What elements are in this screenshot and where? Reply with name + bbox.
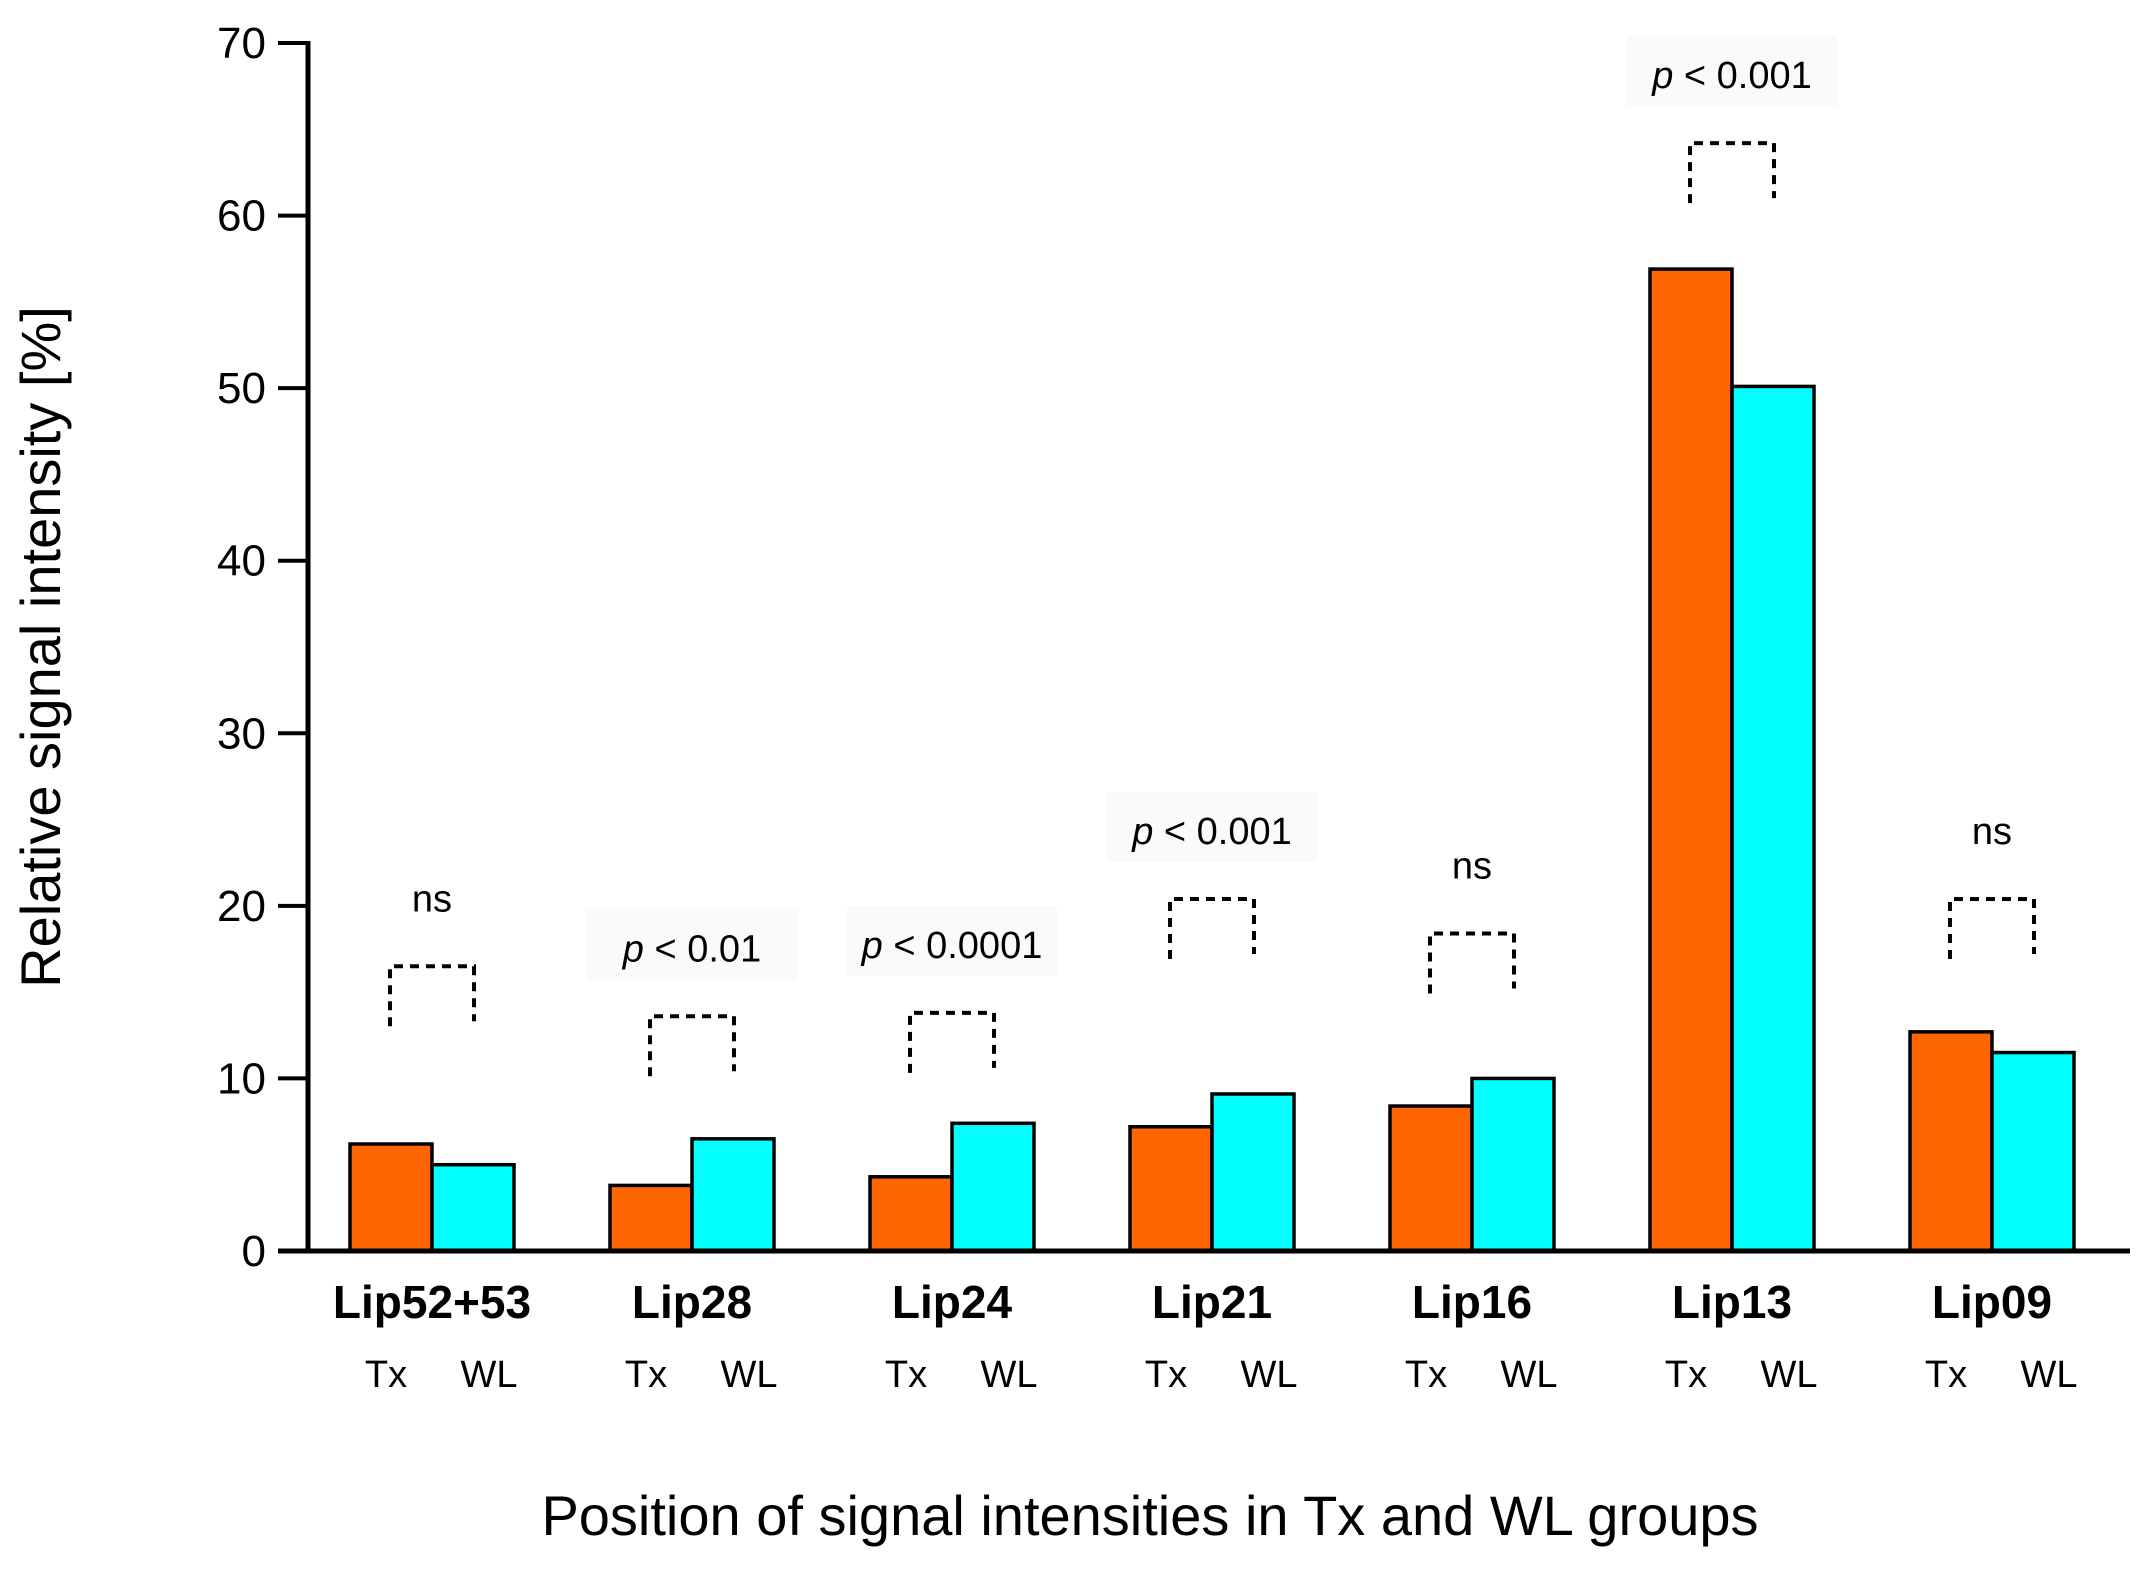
- group-label-wl: WL: [721, 1354, 778, 1396]
- significance-label: p < 0.01: [622, 928, 761, 970]
- bar-wl-lip52-53: [430, 1162, 516, 1253]
- significance-label: ns: [1452, 845, 1492, 887]
- significance-bracket: [1168, 896, 1256, 959]
- y-tick-label: 70: [217, 19, 266, 68]
- significance-bracket: [1948, 896, 2036, 959]
- bar-tx-lip24: [868, 1175, 954, 1253]
- significance-bracket: [908, 1010, 996, 1073]
- bar-wl-lip21: [1210, 1092, 1296, 1253]
- bar-tx-lip09: [1908, 1030, 1994, 1253]
- y-tick-label: 60: [217, 192, 266, 241]
- significance-label-background: [847, 905, 1057, 976]
- significance-bracket: [1688, 141, 1776, 204]
- bar-tx-lip28: [608, 1183, 694, 1253]
- significance-label: p < 0.001: [1131, 811, 1292, 853]
- category-label: Lip16: [1412, 1276, 1532, 1328]
- group-label-wl: WL: [2021, 1354, 2078, 1396]
- bar-wl-lip13: [1730, 384, 1816, 1253]
- group-label-wl: WL: [1501, 1354, 1558, 1396]
- significance-label: p < 0.001: [1651, 55, 1812, 97]
- category-label: Lip21: [1152, 1276, 1272, 1328]
- significance-bracket: [1428, 931, 1516, 994]
- group-label-wl: WL: [1241, 1354, 1298, 1396]
- category-label: Lip24: [892, 1276, 1013, 1328]
- bar-tx-lip21: [1128, 1124, 1214, 1253]
- y-tick-label: 50: [217, 364, 266, 413]
- significance-bracket: [648, 1014, 736, 1077]
- y-tick-label: 10: [217, 1054, 266, 1103]
- group-label-tx: Tx: [625, 1354, 667, 1396]
- significance-label-background: [1107, 791, 1317, 862]
- group-label-tx: Tx: [885, 1354, 927, 1396]
- significance-label: p < 0.0001: [861, 925, 1043, 967]
- y-tick-label: 20: [217, 882, 266, 931]
- group-label-tx: Tx: [1145, 1354, 1187, 1396]
- bar-wl-lip16: [1470, 1076, 1556, 1253]
- significance-label-background: [1627, 36, 1837, 107]
- group-label-wl: WL: [1761, 1354, 1818, 1396]
- significance-label: ns: [1972, 811, 2012, 853]
- significance-label: ns: [412, 878, 452, 920]
- y-axis-title: Relative signal intensity [%]: [9, 306, 72, 988]
- y-tick-label: 30: [217, 709, 266, 758]
- x-axis-title: Position of signal intensities in Tx and…: [541, 1484, 1758, 1547]
- category-label: Lip28: [632, 1276, 752, 1328]
- group-label-tx: Tx: [365, 1354, 407, 1396]
- significance-label-background: [587, 909, 797, 980]
- bar-wl-lip28: [690, 1137, 776, 1253]
- bar-wl-lip09: [1990, 1050, 2076, 1253]
- y-tick-label: 40: [217, 537, 266, 586]
- group-label-wl: WL: [981, 1354, 1038, 1396]
- group-label-wl: WL: [461, 1354, 518, 1396]
- bar-tx-lip52-53: [348, 1142, 434, 1253]
- group-label-tx: Tx: [1665, 1354, 1707, 1396]
- bar-tx-lip13: [1648, 267, 1734, 1253]
- category-label: Lip09: [1932, 1276, 2052, 1328]
- bar-tx-lip16: [1388, 1104, 1474, 1253]
- y-tick-label: 0: [242, 1227, 266, 1276]
- group-label-tx: Tx: [1405, 1354, 1447, 1396]
- plot-area: Lip52+53 Tx WL ns Lip28 Tx WL p < 0.01 Lip24 Tx WL…: [217, 19, 2130, 1396]
- group-label-tx: Tx: [1925, 1354, 1967, 1396]
- significance-bracket: [388, 964, 476, 1027]
- bar-wl-lip24: [950, 1121, 1036, 1253]
- category-label: Lip13: [1672, 1276, 1792, 1328]
- category-label: Lip52+53: [333, 1276, 531, 1328]
